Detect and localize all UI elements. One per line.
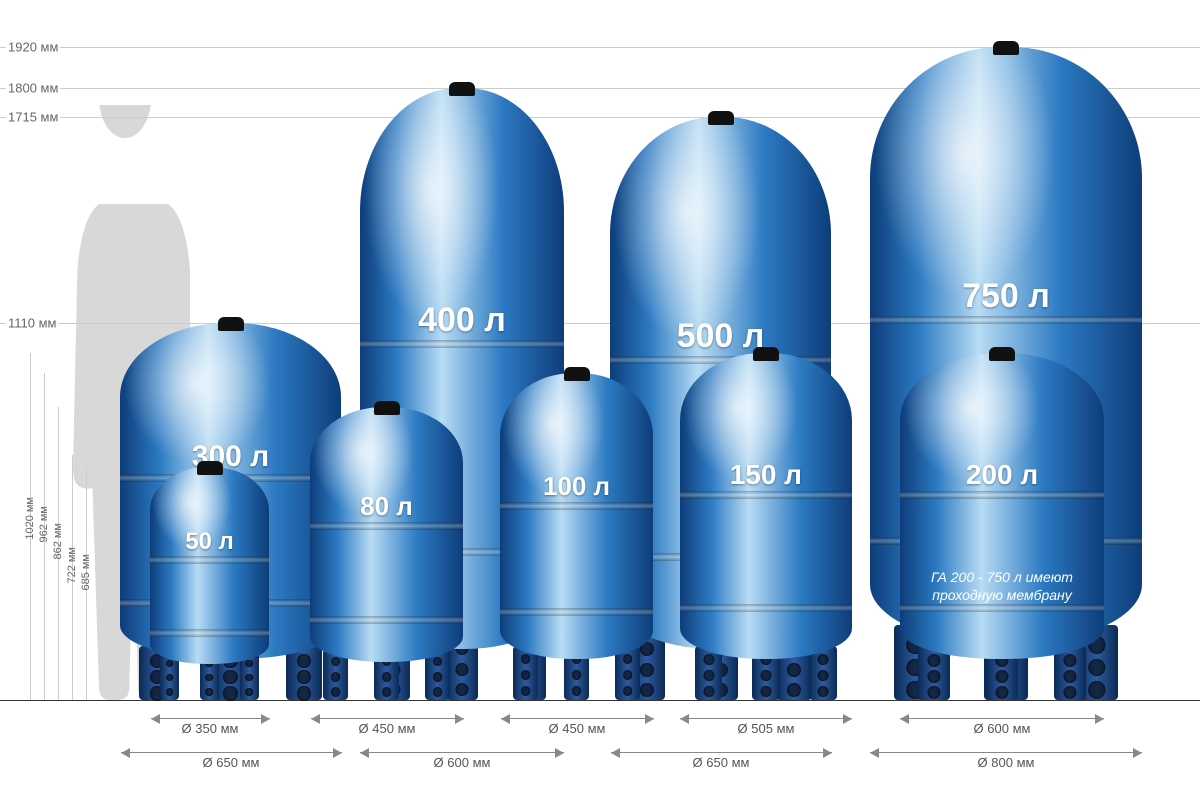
tank-cap bbox=[993, 41, 1019, 55]
diameter-dim: Ø 505 мм bbox=[680, 718, 852, 736]
tank-volume-label: 80 л bbox=[310, 491, 463, 522]
tank-volume-label: 100 л bbox=[500, 471, 653, 502]
tank-volume-label: 150 л bbox=[680, 459, 852, 491]
tank-body bbox=[680, 353, 852, 659]
tank-seam bbox=[680, 604, 852, 612]
tank-volume-label: 750 л bbox=[870, 277, 1142, 316]
tank-volume-label: 200 л bbox=[900, 459, 1104, 491]
height-tick-label: 722 мм bbox=[66, 547, 78, 584]
diameter-dim-label: Ø 650 мм bbox=[611, 755, 832, 770]
height-tick-label: 962 мм bbox=[38, 506, 50, 543]
height-tick-label: 1020 мм bbox=[24, 497, 36, 540]
tank-seam bbox=[310, 616, 463, 624]
tank-t80: 80 л bbox=[310, 407, 463, 700]
tank-body bbox=[310, 407, 463, 662]
tank-seam bbox=[150, 629, 269, 637]
diameter-dim-label: Ø 450 мм bbox=[311, 721, 464, 736]
diameter-dim-label: Ø 350 мм bbox=[151, 721, 270, 736]
diameter-dim-label: Ø 505 мм bbox=[680, 721, 852, 736]
diameter-dim-label: Ø 600 мм bbox=[900, 721, 1104, 736]
tank-t50: 50 л bbox=[150, 467, 269, 700]
height-tick-label: 862 мм bbox=[52, 523, 64, 560]
diameter-dim: Ø 600 мм bbox=[900, 718, 1104, 736]
tank-cap bbox=[564, 367, 590, 381]
tank-seam bbox=[900, 491, 1104, 499]
tank-seam bbox=[360, 340, 564, 348]
tank-seam bbox=[500, 608, 653, 616]
tank-seam bbox=[900, 604, 1104, 612]
tank-note: ГА 200 - 750 л имеют проходную мембрану bbox=[908, 569, 1096, 604]
tank-seam bbox=[870, 316, 1142, 324]
diameter-dim-label: Ø 650 мм bbox=[121, 755, 342, 770]
tank-cap bbox=[753, 347, 779, 361]
diameter-dim: Ø 450 мм bbox=[311, 718, 464, 736]
diameter-dim-label: Ø 800 мм bbox=[870, 755, 1142, 770]
diameter-dim: Ø 350 мм bbox=[151, 718, 270, 736]
tank-cap bbox=[374, 401, 400, 415]
tank-seam bbox=[500, 502, 653, 510]
tank-volume-label: 500 л bbox=[610, 317, 831, 356]
diameter-dim: Ø 450 мм bbox=[501, 718, 654, 736]
tank-t200: 200 л ГА 200 - 750 л имеют проходную мемб… bbox=[900, 353, 1104, 700]
diameter-dim: Ø 600 мм bbox=[360, 752, 564, 770]
tank-cap bbox=[218, 317, 244, 331]
tank-body bbox=[500, 373, 653, 659]
tank-t150: 150 л bbox=[680, 353, 852, 700]
diameter-dim: Ø 650 мм bbox=[121, 752, 342, 770]
tank-t100: 100 л bbox=[500, 373, 653, 700]
tank-cap bbox=[989, 347, 1015, 361]
height-tick-label: 685 мм bbox=[80, 554, 92, 591]
diameter-dim: Ø 650 мм bbox=[611, 752, 832, 770]
diameter-dim-label: Ø 450 мм bbox=[501, 721, 654, 736]
tank-body bbox=[900, 353, 1104, 659]
tank-body bbox=[150, 467, 269, 664]
diameter-dim-label: Ø 600 мм bbox=[360, 755, 564, 770]
tank-cap bbox=[197, 461, 223, 475]
diameter-dim: Ø 800 мм bbox=[870, 752, 1142, 770]
diagram-canvas: 1920 мм1800 мм1715 мм1110 мм 1020 мм962 … bbox=[0, 0, 1200, 800]
tank-volume-label: 400 л bbox=[360, 301, 564, 340]
tank-volume-label: 50 л bbox=[150, 528, 269, 556]
baseline bbox=[0, 700, 1200, 701]
tank-cap bbox=[708, 111, 734, 125]
tank-seam bbox=[310, 522, 463, 530]
tank-seam bbox=[680, 491, 852, 499]
tank-seam bbox=[150, 556, 269, 564]
tank-cap bbox=[449, 82, 475, 96]
